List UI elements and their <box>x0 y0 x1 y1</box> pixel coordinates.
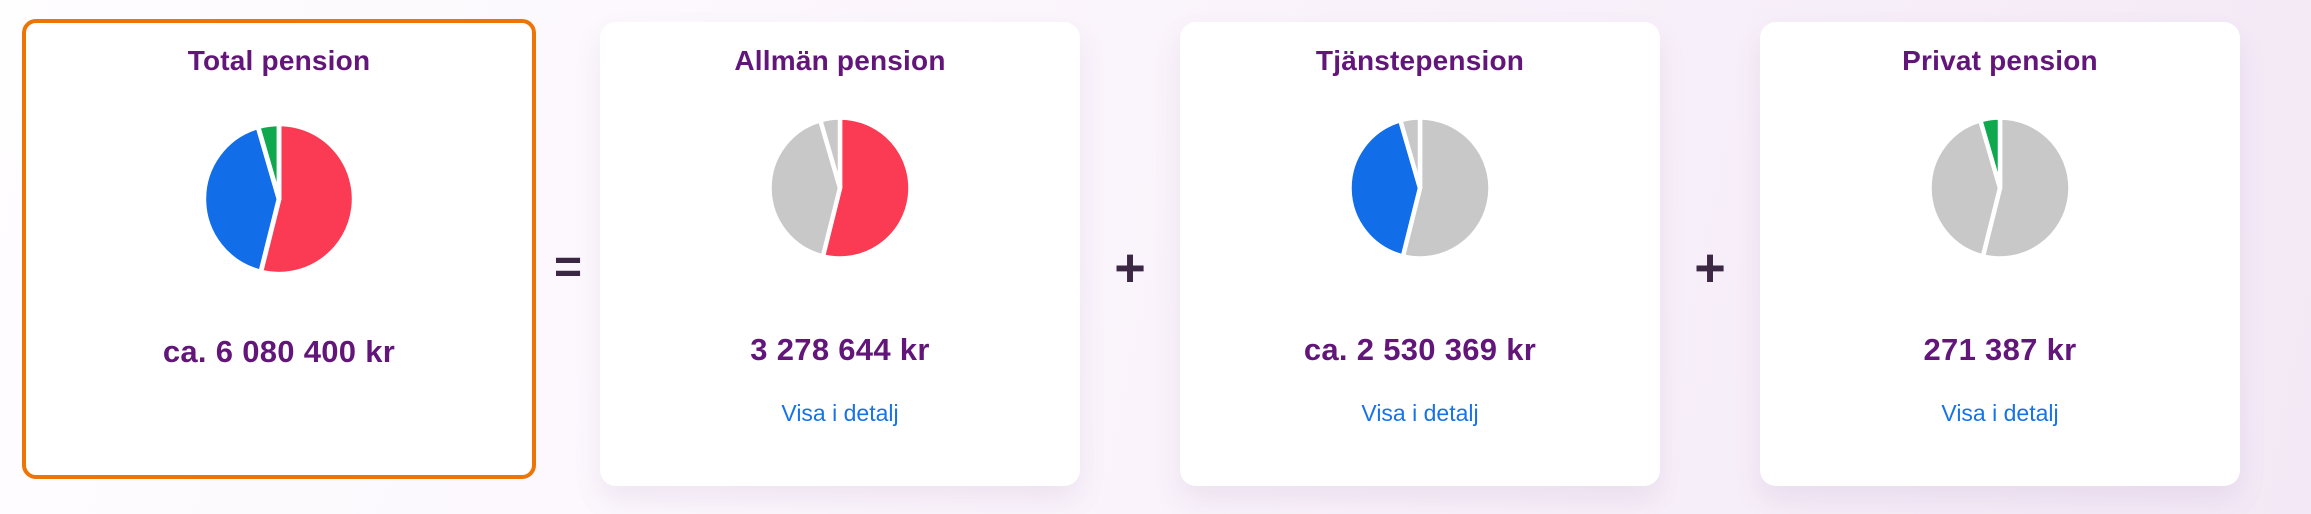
allman-pension-visa-i-detalj-link[interactable]: Visa i detalj <box>781 400 899 426</box>
pie-slice <box>767 118 843 259</box>
privat-pension-amount: 271 387 kr <box>1923 332 2077 367</box>
pie-slice <box>258 121 357 277</box>
pie-slice <box>818 115 843 191</box>
pension-summary-row: Total pension ca. 6 080 400 kr = Allmän … <box>22 19 2240 486</box>
pie-slice <box>1347 118 1423 259</box>
pie-slice <box>820 115 913 261</box>
tjanstepension-visa-i-detalj-link[interactable]: Visa i detalj <box>1361 400 1479 426</box>
card-title-privat-pension: Privat pension <box>1902 45 2098 76</box>
equals-sign: = <box>553 241 583 294</box>
pie-slice <box>1398 115 1423 191</box>
allman-pension-pie-chart <box>767 115 913 261</box>
plus-sign: + <box>1114 238 1146 298</box>
card-privat-pension: Privat pension 271 387 kr Visa i detalj <box>1760 22 2240 486</box>
privat-pension-pie-chart <box>1927 115 2073 261</box>
tjanstepension-pie-chart <box>1347 115 1493 261</box>
pie-slice <box>255 121 282 202</box>
pie-slice <box>1927 118 2003 259</box>
card-title-allman-pension: Allmän pension <box>734 45 946 76</box>
pie-slice <box>1400 115 1493 261</box>
pie-slice <box>201 124 282 275</box>
card-title-tjanstepension: Tjänstepension <box>1315 45 1525 76</box>
card-total-pension[interactable]: Total pension ca. 6 080 400 kr <box>22 19 536 479</box>
allman-pension-amount: 3 278 644 kr <box>750 332 930 367</box>
card-tjanstepension: Tjänstepension ca. 2 530 369 kr Visa i d… <box>1180 22 1660 486</box>
card-allman-pension: Allmän pension 3 278 644 kr Visa i detal… <box>600 22 1080 486</box>
card-title-total-pension: Total pension <box>187 45 371 76</box>
pie-slice <box>1980 115 2073 261</box>
pie-slice <box>1978 115 2003 191</box>
plus-sign: + <box>1694 238 1726 298</box>
total-pension-amount: ca. 6 080 400 kr <box>162 334 396 369</box>
tjanstepension-amount: ca. 2 530 369 kr <box>1303 332 1537 367</box>
total-pension-pie-chart <box>201 121 357 277</box>
privat-pension-visa-i-detalj-link[interactable]: Visa i detalj <box>1941 400 2059 426</box>
